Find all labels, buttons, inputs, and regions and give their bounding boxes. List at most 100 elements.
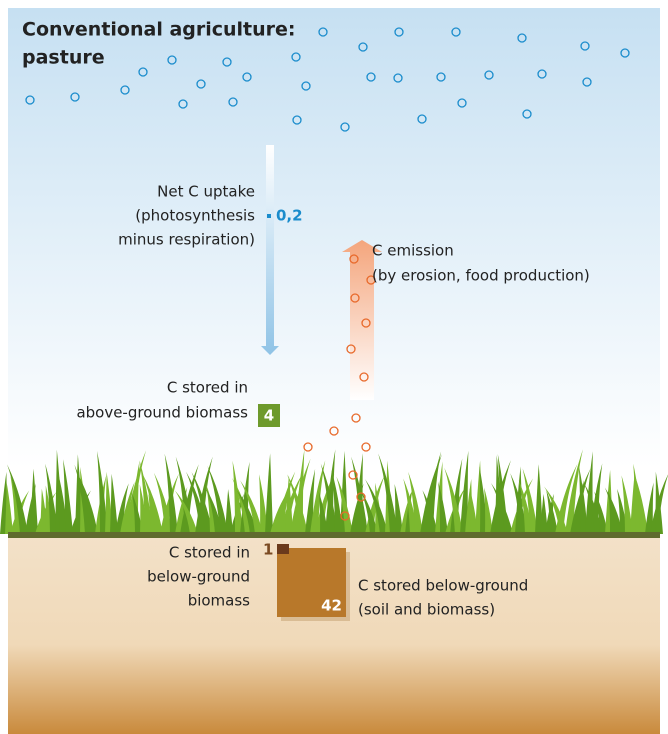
co2-dot: [138, 67, 148, 77]
grass-blade: [655, 471, 663, 534]
co2-dot: [358, 42, 368, 52]
grass-blade: [422, 490, 438, 534]
above-ground-box: [258, 404, 280, 427]
grass-blade: [450, 458, 463, 534]
grass-blade: [205, 487, 223, 534]
grass-blade: [336, 476, 353, 534]
co2-dot: [178, 99, 188, 109]
grass-blade: [207, 465, 228, 534]
emission-dot: [351, 413, 361, 423]
co2-dot: [340, 122, 350, 132]
label: C stored in: [167, 379, 248, 397]
grass-blade: [351, 456, 368, 534]
grass-blade: [546, 490, 558, 534]
value: 4: [264, 407, 274, 425]
value: 1: [263, 541, 273, 559]
co2-dot: [25, 95, 35, 105]
grass-blade: [365, 479, 388, 534]
co2-dot: [318, 27, 328, 37]
emission-dot: [303, 442, 313, 452]
co2-dot: [292, 115, 302, 125]
grass-blade: [484, 487, 493, 534]
title: Conventional agriculture:: [22, 19, 296, 41]
grass-blade: [394, 483, 403, 534]
grass-blade: [7, 464, 29, 534]
grass-blade: [318, 491, 328, 534]
grass-blade: [191, 472, 213, 534]
grass-blade: [120, 481, 135, 534]
grass-blade: [444, 467, 463, 534]
co2-dot: [394, 27, 404, 37]
grass-blade: [544, 486, 568, 534]
co2-dot: [196, 79, 206, 89]
co2-dot: [522, 109, 532, 119]
co2-dot: [228, 97, 238, 107]
emission-dot: [329, 426, 339, 436]
title: pasture: [22, 47, 105, 69]
grass-blade: [287, 474, 308, 534]
emission-dot: [340, 511, 350, 521]
emission-dot: [350, 293, 360, 303]
grass-blade: [63, 459, 73, 534]
grass: [0, 449, 668, 534]
grass-blade: [265, 453, 273, 534]
grass-blade: [225, 489, 233, 534]
co2-dot: [120, 85, 130, 95]
grass-blade: [240, 480, 263, 534]
co2-dot: [484, 70, 494, 80]
label: (soil and biomass): [358, 601, 495, 619]
label: (by erosion, food production): [372, 267, 590, 285]
co2-dot: [242, 72, 252, 82]
co2-dot: [70, 92, 80, 102]
grass-blade: [331, 470, 343, 534]
grass-blade: [110, 473, 118, 534]
co2-dot: [620, 48, 630, 58]
emission-dot: [366, 275, 376, 285]
emission-dot: [356, 492, 366, 502]
label: C emission: [372, 242, 454, 260]
co2-dot: [436, 72, 446, 82]
biomass-box: [277, 544, 289, 554]
label: C stored in: [169, 544, 250, 562]
grass-blade: [280, 473, 303, 534]
grass-blade: [645, 482, 654, 534]
value: 0,2: [276, 207, 303, 225]
grass-blade: [540, 493, 548, 534]
grass-blade: [583, 482, 603, 534]
label: biomass: [188, 592, 250, 610]
grass-blade: [403, 478, 418, 534]
grass-blade: [320, 463, 338, 534]
grass-blade: [174, 490, 198, 534]
tick: [267, 214, 271, 218]
grass-blade: [275, 471, 296, 534]
emission-dots: [303, 254, 376, 521]
co2-dot: [222, 57, 232, 67]
grass-blade: [621, 475, 633, 534]
grass-blade: [96, 451, 108, 534]
grass-blade: [115, 483, 129, 534]
grass-blade: [408, 471, 423, 534]
label: below-ground: [147, 568, 250, 586]
value: 42: [321, 597, 342, 615]
co2-dot: [457, 98, 467, 108]
label: above-ground biomass: [76, 404, 248, 422]
co2-dot: [167, 55, 177, 65]
co2-dot: [580, 41, 590, 51]
label: C stored below-ground: [358, 577, 528, 595]
uptake-arrow: [261, 145, 279, 355]
grass-blade: [578, 465, 588, 534]
ground-line: [8, 532, 660, 538]
emission-dot: [348, 470, 358, 480]
grass-blade: [77, 473, 98, 534]
emission-dot: [361, 442, 371, 452]
label: minus respiration): [118, 231, 255, 249]
grass-blade: [236, 490, 258, 534]
grass-blade: [491, 483, 513, 534]
grass-blade: [594, 491, 608, 534]
grass-blade: [139, 460, 153, 534]
grass-blade: [604, 487, 623, 534]
co2-dot: [301, 81, 311, 91]
grass-blade: [360, 490, 378, 534]
co2-dot: [291, 52, 301, 62]
